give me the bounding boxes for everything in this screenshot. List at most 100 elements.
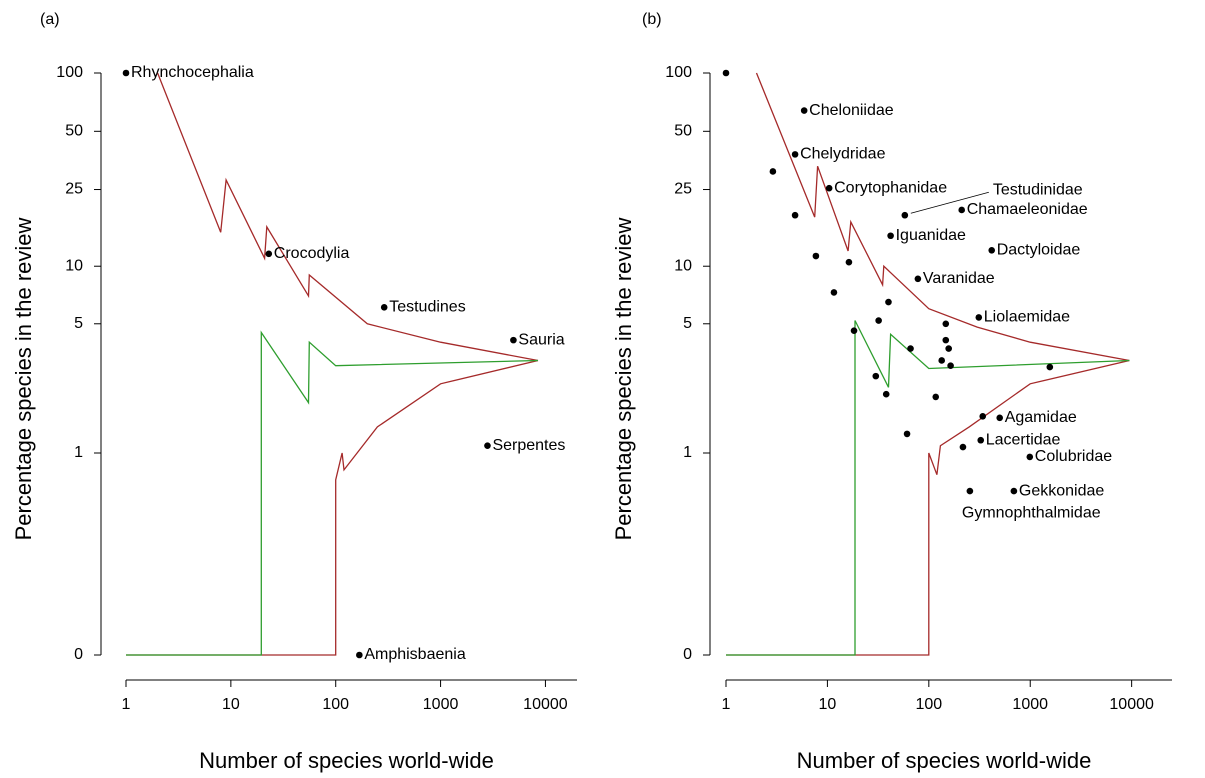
point	[914, 275, 922, 283]
y-tick-label: 100	[665, 64, 692, 81]
y-tick-label: 0	[683, 646, 692, 663]
point-label: Liolaemidae	[984, 309, 1070, 326]
point	[825, 184, 833, 192]
point	[977, 436, 985, 444]
y-tick-label: 5	[74, 315, 83, 332]
point-label: Chamaeleonidae	[967, 201, 1088, 218]
point-label: Agamidae	[1005, 409, 1077, 426]
x-tick-label: 1	[122, 696, 131, 713]
point-label: Rhynchocephalia	[131, 64, 254, 81]
point	[356, 651, 363, 659]
funnel-line	[126, 330, 539, 656]
y-tick-label: 0	[74, 646, 83, 663]
point	[1010, 487, 1018, 495]
y-tick-label: 25	[65, 181, 83, 198]
point	[830, 289, 838, 296]
point	[945, 345, 952, 352]
y-tick-label: 25	[674, 181, 692, 198]
funnel-line	[156, 72, 539, 362]
point	[975, 314, 983, 321]
point	[791, 151, 799, 158]
y-tick-label: 1	[683, 444, 692, 461]
point	[885, 298, 892, 306]
point	[872, 372, 880, 380]
point-label: Sauria	[518, 331, 564, 348]
point	[979, 413, 987, 420]
x-tick-label: 10	[819, 696, 837, 713]
x-tick-label: 1000	[1012, 696, 1048, 713]
point	[947, 362, 954, 370]
point-label: Chelydridae	[800, 146, 885, 163]
point-label: Gymnophthalmidae	[962, 504, 1101, 521]
y-tick-label: 50	[65, 123, 83, 140]
point-label: Serpentes	[492, 437, 565, 454]
point-label: Lacertidae	[986, 431, 1061, 448]
point-label: Amphisbaenia	[364, 646, 466, 663]
point-label: Dactyloidae	[997, 242, 1081, 259]
point	[845, 258, 853, 266]
point	[1026, 453, 1034, 461]
funnel-line	[726, 320, 1130, 656]
panel-label: (b)	[642, 11, 662, 28]
y-tick-label: 100	[56, 64, 83, 81]
point	[850, 327, 858, 334]
x-tick-label: 1000	[423, 696, 459, 713]
point	[959, 443, 967, 451]
point-label: Testudines	[389, 299, 466, 316]
point	[122, 69, 130, 77]
y-tick-label: 1	[74, 444, 83, 461]
point-label: Corytophanidae	[834, 179, 947, 196]
y-axis-title: Percentage species in the review	[611, 217, 636, 540]
point	[907, 345, 914, 352]
point	[769, 168, 777, 175]
x-tick-label: 10000	[523, 696, 568, 713]
y-tick-label: 10	[674, 257, 692, 274]
y-axis-title: Percentage species in the review	[11, 217, 36, 540]
y-tick-label: 5	[683, 315, 692, 332]
point	[800, 107, 808, 114]
point	[1046, 363, 1054, 371]
point	[887, 232, 894, 240]
funnel-line	[726, 359, 1130, 656]
point	[875, 317, 882, 324]
funnel-line	[126, 359, 539, 656]
point	[901, 211, 909, 219]
point	[791, 211, 799, 219]
x-axis-title: Number of species world-wide	[797, 748, 1092, 773]
point	[812, 252, 820, 260]
point	[882, 390, 890, 398]
point	[942, 336, 950, 344]
point-label: Colubridae	[1035, 448, 1112, 465]
point	[996, 414, 1004, 422]
leader-line	[910, 191, 989, 214]
point	[942, 320, 950, 328]
point	[966, 487, 974, 495]
point	[932, 393, 940, 401]
panel-label: (a)	[40, 11, 60, 28]
x-tick-label: 10	[222, 696, 240, 713]
y-tick-label: 10	[65, 257, 83, 274]
point	[988, 247, 996, 254]
x-axis-title: Number of species world-wide	[199, 748, 494, 773]
x-tick-label: 1	[722, 696, 731, 713]
point	[265, 250, 273, 258]
x-tick-label: 10000	[1109, 696, 1154, 713]
point	[380, 304, 388, 311]
point	[722, 69, 730, 77]
point-label: Testudinidae	[993, 181, 1083, 198]
point	[510, 336, 517, 344]
x-tick-label: 100	[915, 696, 942, 713]
point	[484, 442, 491, 449]
point-label: Crocodylia	[274, 245, 350, 262]
point	[903, 430, 911, 438]
x-tick-label: 100	[322, 696, 349, 713]
point	[958, 206, 966, 214]
y-tick-label: 50	[674, 123, 692, 140]
point-label: Cheloniidae	[809, 102, 894, 119]
point-label: Iguanidae	[896, 227, 966, 244]
point-label: Varanidae	[923, 270, 995, 287]
funnel-line	[755, 72, 1130, 362]
point-label: Gekkonidae	[1019, 482, 1104, 499]
